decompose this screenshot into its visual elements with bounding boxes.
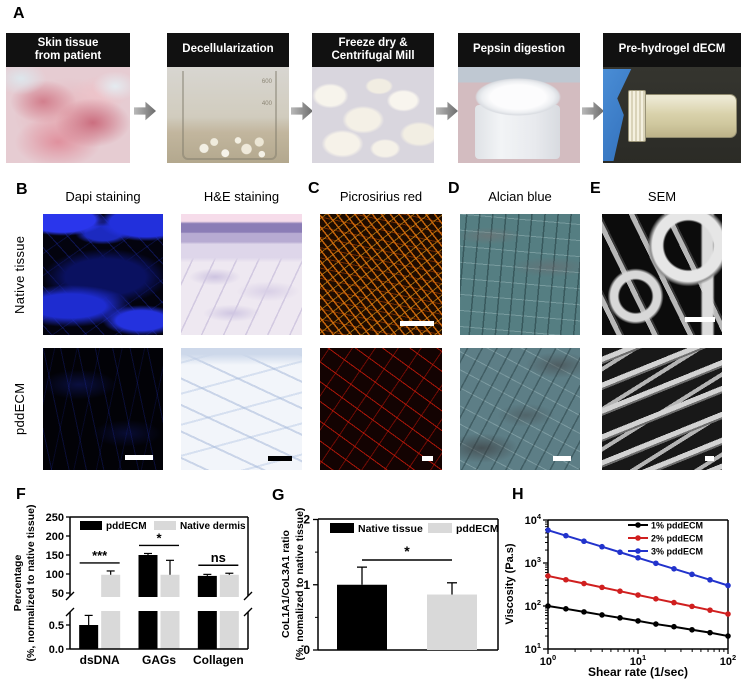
panel-d-label: D <box>448 180 460 197</box>
arrow-right-icon <box>436 101 458 121</box>
photo-decellularization-beaker: 600 400 <box>167 67 289 163</box>
svg-text:1: 1 <box>303 578 310 592</box>
svg-text:0: 0 <box>303 643 310 657</box>
svg-text:102: 102 <box>720 653 736 668</box>
micrograph-sem-pddecm <box>602 348 722 470</box>
svg-text:1% pddECM: 1% pddECM <box>651 521 703 531</box>
svg-text:50: 50 <box>52 588 64 600</box>
panel-e-label: E <box>590 180 601 197</box>
svg-text:Native tissue: Native tissue <box>358 523 423 535</box>
photo-pepsin-digestion <box>458 67 580 163</box>
panel-f-label: F <box>16 486 26 503</box>
svg-text:*: * <box>404 543 410 559</box>
svg-text:(%, nomalized to native tissue: (%, nomalized to native tissue) <box>294 508 306 661</box>
row-label-native-tissue: Native tissue <box>12 235 27 314</box>
scale-bar <box>685 317 715 322</box>
svg-text:250: 250 <box>46 512 64 524</box>
micrograph-he-pddecm <box>181 348 302 470</box>
vial-cap <box>627 90 647 142</box>
panel-g-label: G <box>272 487 285 504</box>
svg-text:101: 101 <box>525 641 541 656</box>
svg-text:0.5: 0.5 <box>49 620 64 632</box>
step-caption-pepsin: Pepsin digestion <box>458 33 580 67</box>
svg-text:104: 104 <box>525 512 542 527</box>
chart-collagen-ratio-bar: 0 1 2 * Native tissue pddECM CoL1A1/CoL3A1 rat… <box>280 508 499 661</box>
svg-text:2% pddECM: 2% pddECM <box>651 534 703 544</box>
scale-bar <box>422 456 433 461</box>
micrograph-picrosirius-pddecm <box>320 348 442 470</box>
scale-bar <box>553 456 571 461</box>
svg-text:pddECM: pddECM <box>456 523 499 535</box>
column-header-he: H&E staining <box>203 189 280 204</box>
scale-bar <box>125 455 153 460</box>
micrograph-dapi-native <box>43 214 163 335</box>
svg-text:3% pddECM: 3% pddECM <box>651 547 703 557</box>
svg-text:ns: ns <box>211 550 226 565</box>
panel-c-label: C <box>308 180 320 197</box>
svg-text:*: * <box>156 530 162 545</box>
svg-text:103: 103 <box>525 555 541 570</box>
svg-text:150: 150 <box>46 550 64 562</box>
vial-body <box>636 93 737 139</box>
workflow-step-1: Skin tissue from patient <box>6 33 130 163</box>
svg-text:Viscosity (Pa.s): Viscosity (Pa.s) <box>504 543 516 624</box>
svg-text:0.0: 0.0 <box>49 644 64 656</box>
workflow-step-2: Decellularization 600 400 <box>167 33 289 163</box>
step-caption-skin: Skin tissue from patient <box>6 33 130 67</box>
micrograph-dapi-pddecm <box>43 348 163 470</box>
workflow-step-5: Pre-hydrogel dECM <box>603 33 741 163</box>
svg-text:200: 200 <box>46 531 64 543</box>
arrow-right-icon <box>582 101 604 121</box>
column-header-dapi: Dapi staining <box>65 189 141 204</box>
svg-text:pddECM: pddECM <box>106 521 147 532</box>
workflow-step-4: Pepsin digestion <box>458 33 580 163</box>
scale-bar <box>705 456 714 461</box>
step-caption-prehydrogel: Pre-hydrogel dECM <box>603 33 741 67</box>
panel-h-label: H <box>512 486 524 503</box>
scale-bar <box>400 321 434 326</box>
photo-skin-tissue <box>6 67 130 163</box>
scale-bar <box>268 456 292 461</box>
photo-freeze-dried-flakes <box>312 67 434 163</box>
column-header-picrosirius: Picrosirius red <box>339 189 423 204</box>
arrow-right-icon <box>291 101 313 121</box>
svg-text:102: 102 <box>525 598 541 613</box>
column-header-alcian: Alcian blue <box>488 189 552 204</box>
svg-text:2: 2 <box>303 513 310 527</box>
chart-composition-bar: 50 100 150 200 250 0.0 0.5 dsDNA GAGs Collagen Per… <box>12 505 253 667</box>
workflow-step-3: Freeze dry & Centrifugal Mill <box>312 33 434 163</box>
svg-text:GAGs: GAGs <box>142 653 176 667</box>
svg-text:***: *** <box>92 548 108 563</box>
svg-text:Shear rate (1/sec): Shear rate (1/sec) <box>588 665 688 679</box>
micrograph-alcian-native <box>460 214 580 335</box>
beaker-graduation-label: 400 <box>261 101 272 107</box>
arrow-right-icon <box>134 101 156 121</box>
svg-text:dsDNA: dsDNA <box>80 653 120 667</box>
beaker-graduation-label: 600 <box>261 79 272 85</box>
svg-text:(%, normalized to native tissu: (%, normalized to native tissue) <box>25 505 37 662</box>
photo-prehydrogel-vial <box>603 67 741 163</box>
column-header-sem: SEM <box>647 189 677 204</box>
svg-text:100: 100 <box>46 569 64 581</box>
panel-b-label: B <box>16 181 28 198</box>
micrograph-sem-native <box>602 214 722 335</box>
panel-a-label: A <box>13 5 25 22</box>
step-caption-freeze-dry: Freeze dry & Centrifugal Mill <box>312 33 434 67</box>
svg-text:Native dermis: Native dermis <box>180 521 246 532</box>
svg-text:101: 101 <box>630 653 646 668</box>
svg-text:CoL1A1/CoL3A1 ratio: CoL1A1/CoL3A1 ratio <box>280 530 292 638</box>
svg-text:Percentage: Percentage <box>12 555 24 612</box>
row-label-pddecm: pddECM <box>12 382 27 436</box>
micrograph-picrosirius-native <box>320 214 442 335</box>
micrograph-alcian-pddecm <box>460 348 580 470</box>
micrograph-he-native <box>181 214 302 335</box>
tub-gel-top <box>467 74 568 119</box>
svg-text:100: 100 <box>540 653 556 668</box>
step-caption-decell: Decellularization <box>167 33 289 67</box>
svg-text:Collagen: Collagen <box>193 653 244 667</box>
